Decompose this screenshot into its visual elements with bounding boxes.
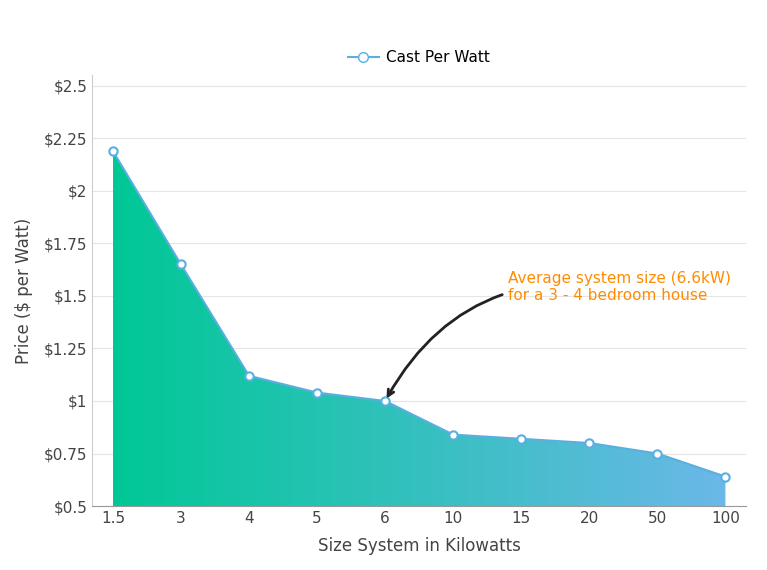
X-axis label: Size System in Kilowatts: Size System in Kilowatts [318, 537, 521, 555]
Y-axis label: Price ($ per Watt): Price ($ per Watt) [15, 218, 33, 364]
Legend: Cast Per Watt: Cast Per Watt [342, 44, 496, 71]
Text: Average system size (6.6kW)
for a 3 - 4 bedroom house: Average system size (6.6kW) for a 3 - 4 … [388, 271, 730, 396]
